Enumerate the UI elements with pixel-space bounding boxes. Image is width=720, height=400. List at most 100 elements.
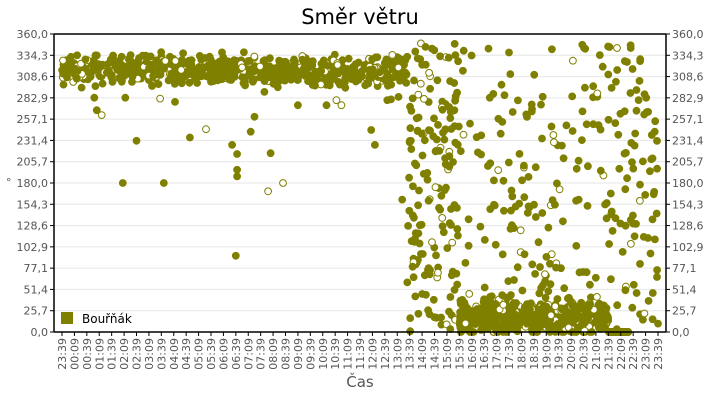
data-point bbox=[651, 117, 660, 126]
data-point bbox=[117, 77, 126, 86]
data-point bbox=[592, 315, 601, 324]
data-point bbox=[653, 137, 661, 145]
x-tick-label: 19:09 bbox=[540, 338, 553, 370]
data-point bbox=[605, 240, 613, 248]
data-point bbox=[523, 319, 531, 328]
data-point bbox=[167, 70, 176, 79]
x-tick-label: 13:39 bbox=[404, 338, 417, 370]
data-point bbox=[414, 113, 423, 122]
data-point bbox=[502, 293, 511, 302]
data-point bbox=[403, 52, 412, 61]
x-tick-label: 08:39 bbox=[280, 338, 293, 370]
data-point bbox=[568, 92, 577, 101]
data-point bbox=[648, 289, 657, 297]
data-point bbox=[644, 234, 652, 242]
data-point bbox=[577, 321, 586, 330]
data-point bbox=[414, 201, 423, 210]
data-point bbox=[635, 77, 644, 85]
data-point bbox=[478, 307, 487, 315]
data-point bbox=[540, 305, 549, 314]
data-point bbox=[73, 67, 82, 75]
data-point bbox=[402, 71, 410, 79]
data-point bbox=[202, 125, 210, 134]
data-point bbox=[113, 65, 121, 73]
data-point bbox=[598, 62, 607, 71]
data-point bbox=[538, 92, 547, 101]
data-point bbox=[626, 216, 635, 224]
data-point bbox=[580, 43, 588, 52]
data-point bbox=[439, 228, 448, 237]
data-point bbox=[652, 209, 661, 218]
data-point bbox=[420, 271, 429, 280]
data-point bbox=[177, 66, 186, 74]
data-point bbox=[421, 60, 430, 69]
data-point bbox=[641, 191, 650, 199]
data-point bbox=[499, 300, 508, 309]
data-point bbox=[213, 76, 222, 85]
data-point bbox=[607, 275, 615, 284]
x-tick-label: 23:39 bbox=[56, 338, 69, 370]
x-tick-label: 16:09 bbox=[466, 338, 479, 370]
data-point bbox=[514, 96, 522, 105]
x-tick-label: 17:09 bbox=[491, 338, 504, 370]
data-point bbox=[233, 165, 242, 174]
data-point bbox=[179, 49, 188, 58]
data-point bbox=[302, 61, 310, 69]
data-point bbox=[491, 240, 500, 249]
x-tick-label: 23:09 bbox=[640, 338, 653, 370]
data-point bbox=[156, 94, 165, 103]
data-point bbox=[642, 108, 651, 116]
data-point bbox=[154, 80, 163, 88]
y-tick-label-right: 0,0 bbox=[672, 326, 690, 339]
data-point bbox=[225, 75, 234, 84]
data-point bbox=[398, 195, 407, 204]
x-tick-label: 00:39 bbox=[81, 338, 94, 370]
x-tick-label: 15:39 bbox=[453, 338, 466, 370]
data-point bbox=[626, 41, 635, 50]
data-point bbox=[604, 70, 613, 79]
data-point bbox=[420, 95, 428, 103]
y-tick-label: 102,9 bbox=[17, 241, 49, 254]
data-point bbox=[117, 52, 126, 61]
data-point bbox=[293, 76, 302, 84]
data-point bbox=[486, 319, 495, 328]
data-point bbox=[404, 222, 413, 230]
data-point bbox=[381, 76, 390, 84]
data-point bbox=[547, 311, 555, 320]
data-point bbox=[118, 179, 127, 187]
y-tick-label-right: 51,4 bbox=[672, 283, 697, 296]
data-point bbox=[602, 214, 611, 223]
x-tick-label: 09:39 bbox=[304, 338, 317, 370]
x-tick-label: 02:39 bbox=[131, 338, 144, 370]
y-tick-label: 0,0 bbox=[31, 326, 49, 339]
data-point bbox=[544, 287, 553, 296]
data-point bbox=[505, 48, 513, 57]
data-point bbox=[459, 130, 468, 139]
data-point bbox=[246, 127, 255, 136]
data-point bbox=[77, 83, 86, 92]
data-point bbox=[317, 59, 326, 68]
data-point bbox=[527, 100, 536, 109]
data-point bbox=[531, 270, 539, 278]
data-point bbox=[406, 102, 414, 111]
data-point bbox=[425, 68, 434, 77]
data-point bbox=[542, 253, 551, 261]
data-point bbox=[406, 327, 415, 336]
data-point bbox=[177, 76, 186, 85]
data-point bbox=[389, 58, 398, 66]
data-point bbox=[250, 112, 259, 121]
data-point bbox=[434, 121, 442, 129]
data-point bbox=[423, 169, 432, 177]
data-point bbox=[260, 88, 269, 96]
y-tick-label-right: 334,3 bbox=[672, 49, 704, 62]
data-point bbox=[170, 77, 178, 86]
data-point bbox=[565, 293, 573, 302]
data-point bbox=[632, 220, 640, 228]
data-point bbox=[585, 302, 593, 311]
data-point bbox=[322, 101, 331, 110]
data-point bbox=[611, 214, 620, 223]
data-point bbox=[411, 292, 420, 301]
data-point bbox=[440, 135, 449, 144]
data-point bbox=[406, 314, 415, 323]
data-point bbox=[546, 259, 554, 268]
